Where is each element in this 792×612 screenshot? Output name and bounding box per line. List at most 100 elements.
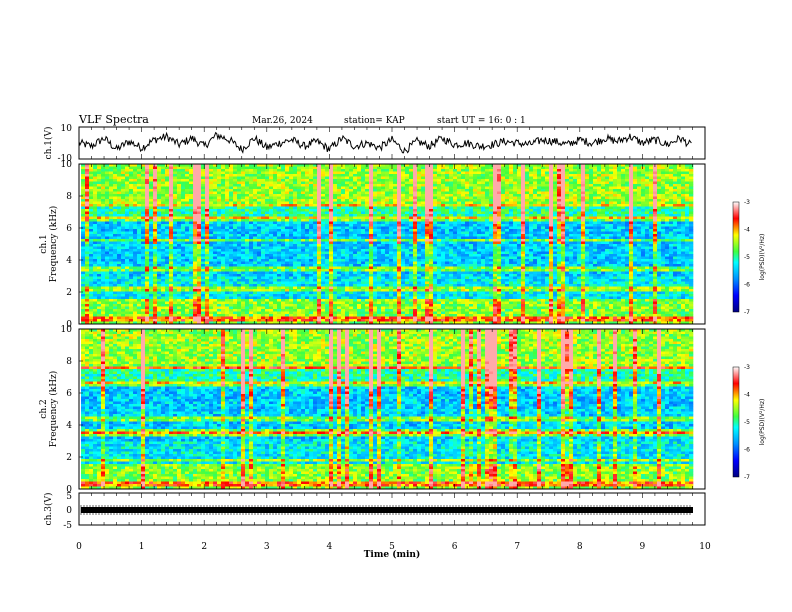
spectrogram-cell — [81, 241, 86, 245]
spectrogram-cell — [629, 201, 634, 205]
spectrogram-cell — [105, 201, 110, 205]
spectrogram-cell — [489, 191, 494, 195]
spectrogram-cell — [125, 179, 130, 182]
spectrogram-cell — [321, 164, 326, 167]
spectrogram-cell — [177, 184, 182, 187]
spectrogram-cell — [553, 194, 558, 197]
spectrogram-cell — [177, 174, 182, 177]
spectrogram-cell — [433, 176, 438, 180]
spectrogram-cell — [301, 169, 306, 172]
spectrogram-cell — [317, 164, 322, 167]
spectrogram-cell — [677, 236, 682, 240]
spectrogram-cell — [341, 186, 346, 190]
spectrogram-cell — [689, 164, 694, 167]
spectrogram-cell — [377, 241, 382, 245]
spectrogram-cell — [185, 204, 190, 207]
spectrogram-cell — [453, 176, 458, 180]
spectrogram-cell — [389, 181, 394, 185]
spectrogram-cell — [321, 224, 326, 227]
spectrogram-cell — [453, 234, 458, 237]
spectrogram-cell — [653, 199, 658, 202]
spectrogram-cell — [105, 181, 110, 185]
spectrogram-cell — [533, 236, 538, 240]
spectrogram-cell — [653, 216, 658, 220]
spectrogram-cell — [81, 211, 86, 215]
spectrogram-cell — [141, 234, 146, 237]
spectrogram-cell — [253, 201, 258, 205]
spectrogram-cell — [125, 169, 130, 172]
spectrogram-cell — [333, 174, 338, 177]
spectrogram-cell — [113, 236, 118, 240]
spectrogram-cell — [169, 204, 174, 207]
spectrogram-cell — [149, 196, 154, 200]
spectrogram-cell — [133, 166, 138, 170]
spectrogram-cell — [321, 221, 326, 225]
spectrogram-cell — [185, 211, 190, 215]
spectrogram-cell — [297, 231, 302, 235]
spectrogram-cell — [589, 189, 594, 192]
spectrogram-cell — [121, 176, 126, 180]
spectrogram-cell — [593, 174, 598, 177]
spectrogram-cell — [93, 176, 98, 180]
spectrogram-cell — [457, 234, 462, 237]
spectrogram-cell — [85, 166, 90, 170]
spectrogram-cell — [461, 196, 466, 200]
spectrogram-cell — [249, 209, 254, 212]
spectrogram-cell — [201, 201, 206, 205]
spectrogram-cell — [205, 169, 210, 172]
spectrogram-cell — [413, 239, 418, 242]
spectrogram-cell — [253, 199, 258, 202]
spectrogram-cell — [449, 166, 454, 170]
spectrogram-cell — [281, 194, 286, 197]
spectrogram-cell — [293, 184, 298, 187]
spectrogram-cell — [633, 174, 638, 177]
spectrogram-cell — [321, 181, 326, 185]
spectrogram-cell — [153, 241, 158, 245]
spectrogram-cell — [325, 199, 330, 202]
spectrogram-cell — [597, 239, 602, 242]
spectrogram-cell — [525, 224, 530, 227]
spectrogram-cell — [121, 174, 126, 177]
spectrogram-cell — [465, 181, 470, 185]
spectrogram-cell — [201, 186, 206, 190]
spectrogram-cell — [97, 189, 102, 192]
spectrogram-cell — [269, 226, 274, 230]
spectrogram-cell — [405, 226, 410, 230]
spectrogram-cell — [405, 229, 410, 232]
spectrogram-cell — [373, 214, 378, 217]
spectrogram-cell — [509, 204, 514, 207]
spectrogram-cell — [681, 214, 686, 217]
spectrogram-cell — [673, 204, 678, 207]
spectrogram-cell — [413, 174, 418, 177]
spectrogram-cell — [189, 214, 194, 217]
spectrogram-cell — [297, 191, 302, 195]
spectrogram-cell — [477, 216, 482, 220]
spectrogram-cell — [677, 219, 682, 222]
spectrogram-cell — [437, 219, 442, 222]
spectrogram-cell — [345, 209, 350, 212]
spectrogram-cell — [601, 176, 606, 180]
spectrogram-cell — [645, 166, 650, 170]
spectrogram-cell — [365, 199, 370, 202]
spectrogram-cell — [337, 221, 342, 225]
spectrogram-cell — [529, 216, 534, 220]
spectrogram-cell — [245, 186, 250, 190]
spectrogram-cell — [137, 214, 142, 217]
spectrogram-cell — [181, 201, 186, 205]
spectrogram-cell — [253, 224, 258, 227]
spectrogram-cell — [301, 201, 306, 205]
spectrogram-cell — [149, 176, 154, 180]
spectrogram-cell — [649, 181, 654, 185]
spectrogram-cell — [205, 234, 210, 237]
spectrogram-cell — [121, 186, 126, 190]
spectrogram-cell — [681, 196, 686, 200]
spectrogram-cell — [401, 174, 406, 177]
spectrogram-cell — [525, 179, 530, 182]
spectrogram-cell — [657, 196, 662, 200]
spectrogram-cell — [149, 239, 154, 242]
spectrogram-cell — [385, 179, 390, 182]
spectrogram-cell — [665, 214, 670, 217]
spectrogram-cell — [161, 169, 166, 172]
spectrogram-cell — [89, 211, 94, 215]
spectrogram-cell — [645, 206, 650, 210]
